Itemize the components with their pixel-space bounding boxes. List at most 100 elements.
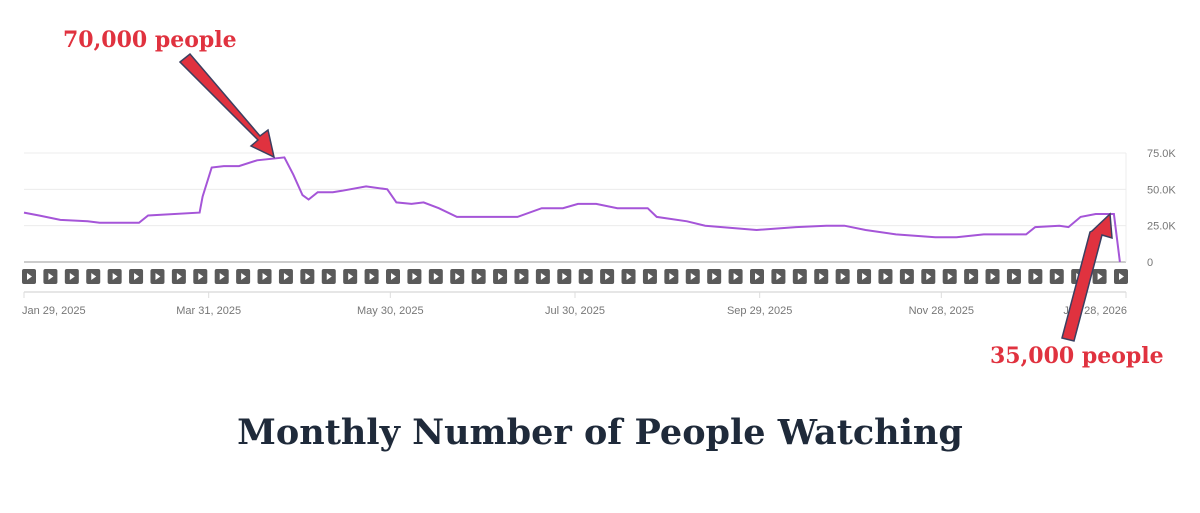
play-icon <box>819 273 825 280</box>
play-icon <box>862 273 868 280</box>
annotation-peak: 70,000 people <box>63 27 237 53</box>
play-button[interactable] <box>985 269 1000 284</box>
play-button[interactable] <box>22 269 36 284</box>
arrow-to-peak <box>178 52 276 159</box>
play-button[interactable] <box>600 269 615 284</box>
play-icon <box>626 273 632 280</box>
play-icon <box>647 273 653 280</box>
play-button[interactable] <box>642 269 657 284</box>
play-button[interactable] <box>193 269 208 284</box>
x-tick-label: Jul 30, 2025 <box>545 305 605 317</box>
play-icon <box>540 273 546 280</box>
x-tick-label: Sep 29, 2025 <box>727 305 792 317</box>
play-icon <box>562 273 568 280</box>
play-button[interactable] <box>43 269 58 284</box>
play-button[interactable] <box>493 269 508 284</box>
play-button[interactable] <box>300 269 315 284</box>
play-button[interactable] <box>899 269 914 284</box>
play-icon <box>1119 273 1124 280</box>
play-button[interactable] <box>857 269 872 284</box>
y-tick-label: 25.0K <box>1147 221 1176 233</box>
play-button[interactable] <box>257 269 272 284</box>
y-tick-label: 50.0K <box>1147 184 1176 196</box>
annotation-end: 35,000 people <box>990 343 1164 369</box>
play-button[interactable] <box>214 269 229 284</box>
play-button[interactable] <box>129 269 144 284</box>
x-tick-label: Nov 28, 2025 <box>909 305 974 317</box>
play-button[interactable] <box>364 269 379 284</box>
play-icon <box>27 273 32 280</box>
play-icon <box>241 273 247 280</box>
play-icon <box>391 273 396 280</box>
play-button[interactable] <box>171 269 186 284</box>
play-button[interactable] <box>428 269 443 284</box>
play-icon <box>947 273 953 280</box>
play-icon <box>283 273 289 280</box>
play-icon <box>990 273 996 280</box>
play-button[interactable] <box>86 269 101 284</box>
play-icon <box>583 273 589 280</box>
play-button[interactable] <box>942 269 957 284</box>
play-button[interactable] <box>450 269 465 284</box>
x-tick-label: Mar 31, 2025 <box>176 305 241 317</box>
y-tick-label: 0 <box>1147 257 1153 269</box>
play-icon <box>433 273 439 280</box>
play-button[interactable] <box>728 269 743 284</box>
play-icon <box>1097 273 1103 280</box>
play-button[interactable] <box>343 269 358 284</box>
play-button[interactable] <box>1006 269 1021 284</box>
play-button[interactable] <box>707 269 722 284</box>
play-icon <box>305 273 311 280</box>
play-button[interactable] <box>107 269 122 284</box>
play-icon <box>262 273 268 280</box>
play-icon <box>690 273 696 280</box>
arrow-to-end <box>1061 212 1113 342</box>
play-button[interactable] <box>921 269 936 284</box>
play-button[interactable] <box>578 269 593 284</box>
play-icon <box>776 273 782 280</box>
play-button[interactable] <box>64 269 79 284</box>
play-button[interactable] <box>557 269 572 284</box>
play-icon <box>519 273 525 280</box>
play-button[interactable] <box>150 269 165 284</box>
play-button[interactable] <box>407 269 422 284</box>
play-button[interactable] <box>1028 269 1043 284</box>
play-button[interactable] <box>792 269 807 284</box>
play-button[interactable] <box>514 269 529 284</box>
play-button[interactable] <box>964 269 979 284</box>
chart-title: Monthly Number of People Watching <box>237 412 963 453</box>
play-icon <box>605 273 611 280</box>
play-icon <box>904 273 910 280</box>
play-button[interactable] <box>621 269 636 284</box>
play-button[interactable] <box>386 269 400 284</box>
play-button[interactable] <box>236 269 251 284</box>
play-button[interactable] <box>878 269 893 284</box>
play-icon <box>926 273 932 280</box>
play-button[interactable] <box>664 269 679 284</box>
play-button[interactable] <box>321 269 336 284</box>
play-button[interactable] <box>471 269 486 284</box>
play-icon <box>198 273 204 280</box>
play-icon <box>1054 273 1060 280</box>
play-icon <box>712 273 718 280</box>
x-tick-label: May 30, 2025 <box>357 305 424 317</box>
play-button[interactable] <box>535 269 550 284</box>
play-button[interactable] <box>835 269 850 284</box>
play-button[interactable] <box>1114 269 1128 284</box>
play-button[interactable] <box>771 269 786 284</box>
play-button[interactable] <box>814 269 829 284</box>
play-icon <box>219 273 225 280</box>
play-icon <box>348 273 354 280</box>
play-icon <box>733 273 739 280</box>
play-button[interactable] <box>1049 269 1064 284</box>
play-button[interactable] <box>278 269 293 284</box>
play-button[interactable] <box>1092 269 1107 284</box>
play-icon <box>669 273 675 280</box>
play-button[interactable] <box>685 269 700 284</box>
play-button[interactable] <box>750 269 764 284</box>
play-icon <box>1011 273 1017 280</box>
x-tick-label: Jan 29, 2025 <box>22 305 86 317</box>
play-icon <box>840 273 846 280</box>
play-icon <box>1033 273 1039 280</box>
play-icon <box>134 273 140 280</box>
